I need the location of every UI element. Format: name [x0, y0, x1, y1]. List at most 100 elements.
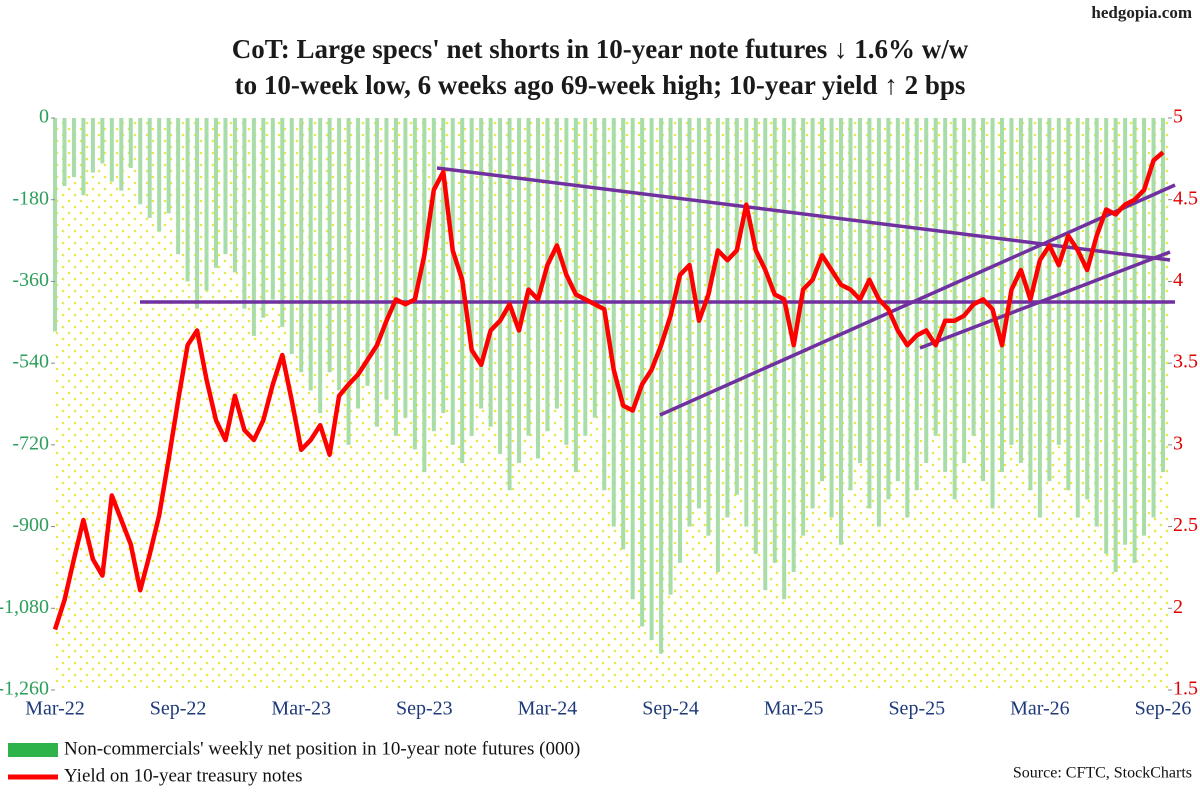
bar: [393, 118, 398, 436]
bar: [668, 118, 673, 595]
bar: [176, 118, 181, 255]
y-tick-label: -1,080: [0, 596, 49, 618]
bar: [1018, 118, 1023, 464]
bar: [100, 118, 105, 164]
bar: [933, 118, 938, 436]
bar: [204, 118, 209, 291]
bar: [744, 118, 749, 527]
bar: [583, 118, 588, 436]
bar: [1104, 118, 1109, 554]
bar: [261, 118, 266, 318]
chart-title: to 10-week low, 6 weeks ago 69-week high…: [235, 70, 966, 100]
bar: [1056, 118, 1061, 445]
legend-label: Yield on 10-year treasury notes: [64, 765, 302, 786]
x-tick-label: Mar-25: [764, 698, 824, 720]
bar: [1123, 118, 1128, 545]
bar: [289, 118, 294, 355]
bar: [715, 118, 720, 572]
bar: [242, 118, 247, 309]
x-tick-label: Sep-22: [150, 698, 207, 720]
x-tick-label: Sep-24: [642, 698, 699, 720]
bar: [876, 118, 881, 527]
bar: [678, 118, 683, 563]
y2-tick-label: 3: [1173, 432, 1183, 454]
x-tick-label: Sep-26: [1135, 698, 1192, 720]
bar: [943, 118, 948, 473]
bar: [1000, 118, 1005, 473]
bar: [71, 118, 76, 178]
bar: [128, 118, 133, 168]
bar: [725, 118, 730, 518]
bar: [630, 118, 635, 600]
bar: [971, 118, 976, 436]
bar: [848, 118, 853, 491]
bar: [346, 118, 351, 445]
y2-tick-label: 1.5: [1173, 678, 1198, 700]
bar: [251, 118, 256, 336]
legend-label: Non-commercials' weekly net position in …: [64, 738, 580, 759]
bar: [839, 118, 844, 545]
bar: [1151, 118, 1156, 518]
y2-tick-label: 2.5: [1173, 514, 1198, 536]
bar: [526, 118, 531, 436]
bar: [1113, 118, 1118, 572]
bar: [924, 118, 929, 464]
x-tick-label: Mar-24: [518, 698, 578, 720]
bar: [687, 118, 692, 527]
bar: [374, 118, 379, 427]
bar: [384, 118, 389, 400]
bar: [280, 118, 285, 327]
bar: [820, 118, 825, 482]
bar: [62, 118, 67, 187]
bar: [1085, 118, 1090, 500]
bar: [952, 118, 957, 500]
bar: [138, 118, 143, 205]
bar: [734, 118, 739, 495]
bar: [706, 118, 711, 536]
chart-title: CoT: Large specs' net shorts in 10-year …: [232, 34, 969, 64]
bar: [914, 118, 919, 491]
bar: [1066, 118, 1071, 491]
y2-tick-label: 4.5: [1173, 187, 1198, 209]
bar: [299, 118, 304, 373]
bar: [53, 118, 57, 332]
bar: [195, 118, 200, 309]
y-tick-label: -1,260: [0, 678, 49, 700]
bar: [431, 118, 436, 432]
bar: [223, 118, 228, 255]
bar: [621, 118, 626, 550]
bar: [640, 118, 645, 627]
brand: hedgopia.com: [1091, 3, 1192, 22]
bar: [479, 118, 484, 409]
bar: [810, 118, 815, 509]
y2-tick-label: 3.5: [1173, 351, 1198, 373]
bar: [403, 118, 408, 418]
bar: [1037, 118, 1042, 518]
bar: [232, 118, 237, 273]
bar: [602, 118, 607, 491]
bar: [592, 118, 597, 418]
y-tick-label: -540: [12, 351, 49, 373]
bar: [90, 118, 95, 173]
x-tick-label: Mar-22: [25, 698, 85, 720]
bar: [1142, 118, 1147, 536]
bar: [763, 118, 768, 591]
legend-swatch: [8, 743, 58, 757]
bar: [962, 118, 967, 464]
bar: [337, 118, 342, 391]
bar: [441, 118, 446, 414]
bar: [270, 118, 275, 300]
bar: [1094, 118, 1099, 527]
bar: [318, 118, 323, 414]
y-tick-label: -900: [12, 514, 49, 536]
bar: [867, 118, 872, 509]
bar: [1009, 118, 1014, 445]
bar: [81, 118, 86, 196]
bar: [772, 118, 777, 563]
bar: [905, 118, 910, 518]
bar: [895, 118, 900, 482]
bar: [611, 118, 616, 527]
bar: [166, 118, 171, 214]
bar: [857, 118, 862, 464]
y2-tick-label: 5: [1173, 106, 1183, 128]
